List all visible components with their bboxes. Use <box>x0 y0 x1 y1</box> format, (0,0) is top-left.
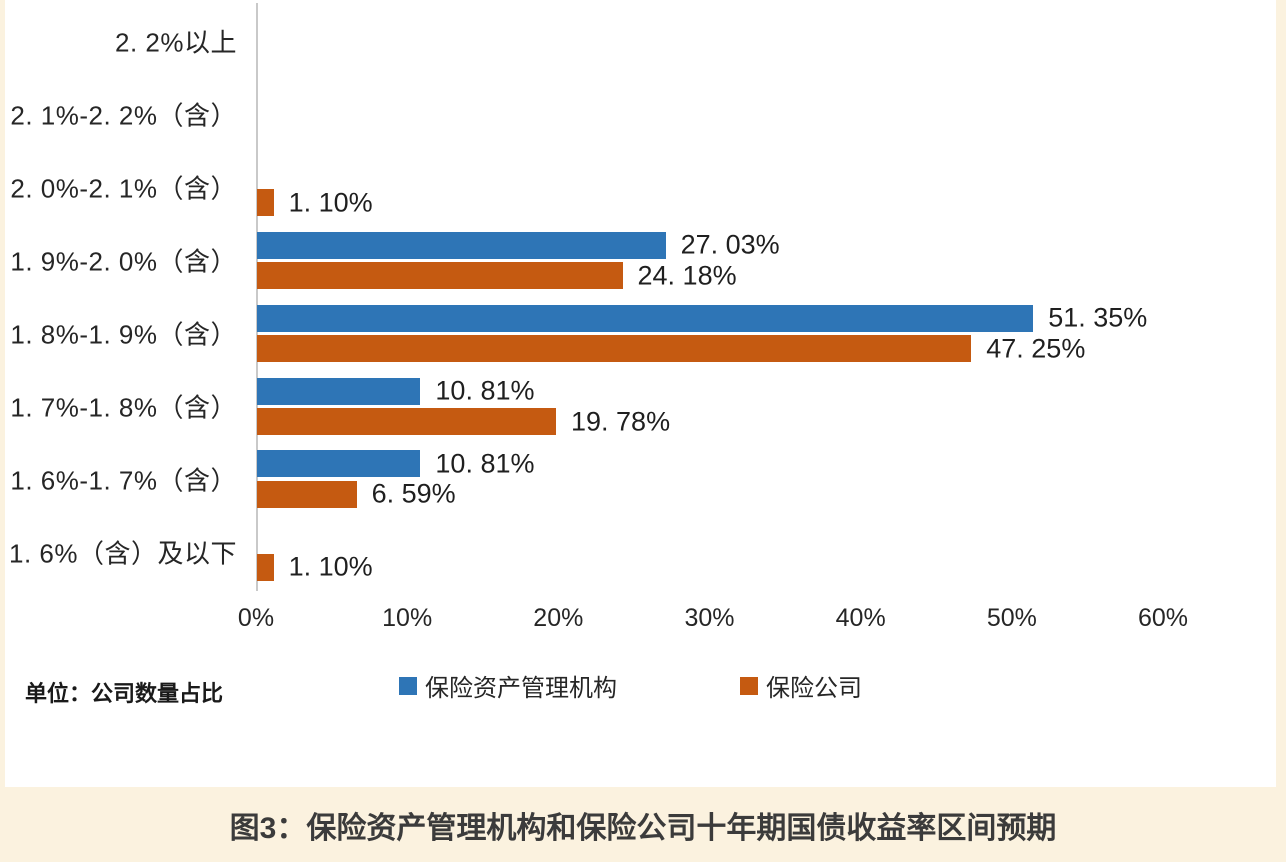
bar <box>257 189 274 217</box>
bar-value-label: 24. 18% <box>637 260 737 291</box>
legend-item-insurance-asset-managers: 保险资产管理机构 <box>399 668 617 703</box>
category-label: 2. 0%-2. 1%（含） <box>10 173 237 204</box>
category-label: 2. 2%以上 <box>115 27 237 58</box>
bar-value-label: 47. 25% <box>986 333 1086 364</box>
x-tick-label: 10% <box>382 604 433 632</box>
bar <box>257 262 623 290</box>
x-tick-label: 20% <box>533 604 584 632</box>
category-label: 2. 1%-2. 2%（含） <box>10 100 237 131</box>
legend-item-insurance-companies: 保险公司 <box>740 668 862 703</box>
legend-label: 保险资产管理机构 <box>425 675 617 702</box>
category-label: 1. 9%-2. 0%（含） <box>10 246 237 277</box>
bar <box>257 480 357 508</box>
bar-value-label: 10. 81% <box>435 375 535 406</box>
bar-value-label: 27. 03% <box>680 229 780 260</box>
unit-label: 单位：公司数量占比 <box>25 681 224 706</box>
bar <box>257 231 666 259</box>
bar-value-label: 1. 10% <box>288 187 373 218</box>
bar <box>257 553 274 581</box>
bar-value-label: 19. 78% <box>571 406 671 436</box>
legend-swatch-orange <box>740 676 758 695</box>
category-label: 1. 6%（含）及以下 <box>9 538 237 569</box>
category-label: 1. 8%-1. 9%（含） <box>10 319 237 350</box>
legend-swatch-blue <box>399 676 417 695</box>
chart-card <box>5 0 1276 787</box>
bar <box>257 335 972 363</box>
x-tick-label: 50% <box>986 604 1037 632</box>
category-label: 1. 7%-1. 8%（含） <box>10 392 237 423</box>
bar <box>257 450 421 478</box>
legend-label: 保险公司 <box>766 675 862 702</box>
bar-value-label: 51. 35% <box>1048 302 1148 333</box>
x-tick-label: 0% <box>237 604 275 632</box>
category-label: 1. 6%-1. 7%（含） <box>10 465 237 496</box>
bar <box>257 377 421 405</box>
bar <box>257 304 1034 332</box>
chart-caption: 图3：保险资产管理机构和保险公司十年期国债收益率区间预期 <box>229 811 1057 845</box>
x-tick-label: 30% <box>684 604 735 632</box>
x-tick-label: 40% <box>835 604 886 632</box>
y-axis-line <box>256 3 258 591</box>
bar-value-label: 1. 10% <box>288 551 373 582</box>
bar <box>257 408 556 435</box>
bar-value-label: 6. 59% <box>371 478 456 509</box>
caption-band: 图3：保险资产管理机构和保险公司十年期国债收益率区间预期 <box>0 787 1286 862</box>
x-tick-label: 60% <box>1137 604 1189 632</box>
bar-value-label: 10. 81% <box>435 448 535 479</box>
